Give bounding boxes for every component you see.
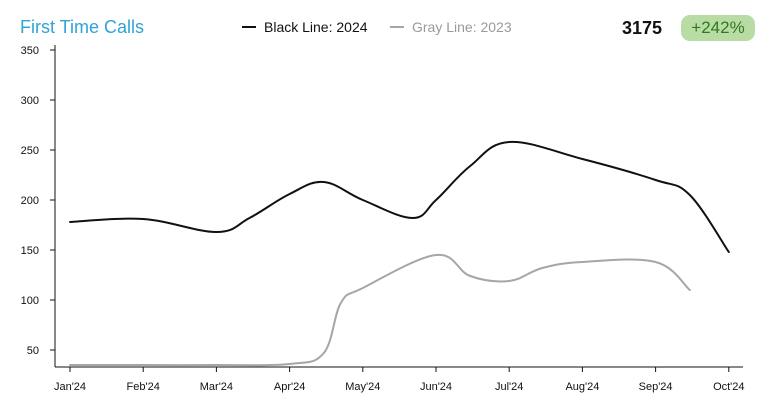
x-tick-label: Sep'24 bbox=[639, 381, 673, 393]
y-tick-label: 50 bbox=[27, 345, 39, 357]
legend-label-2023: Gray Line: 2023 bbox=[412, 19, 512, 35]
y-tick-label: 300 bbox=[21, 95, 39, 107]
x-tick-label: Jan'24 bbox=[54, 381, 86, 393]
x-tick-label: Aug'24 bbox=[565, 381, 599, 393]
x-tick-label: Jul'24 bbox=[495, 381, 523, 393]
x-tick-label: Jun'24 bbox=[420, 381, 452, 393]
legend-label-2024: Black Line: 2024 bbox=[264, 19, 368, 35]
chart-axes: 50 100 150 200 250 300 350 Jan'24 Feb'24 Mar'24 Ap… bbox=[21, 45, 745, 393]
x-tick-label: May'24 bbox=[345, 381, 380, 393]
legend-swatch-2024 bbox=[242, 26, 256, 28]
y-tick-label: 100 bbox=[21, 295, 39, 307]
x-tick-label: Oct'24 bbox=[713, 381, 744, 393]
total-value: 3175 bbox=[622, 18, 663, 38]
legend-item-2023[interactable]: Gray Line: 2023 bbox=[390, 19, 512, 35]
x-tick-label: Feb'24 bbox=[127, 381, 160, 393]
y-tick-label: 250 bbox=[21, 145, 39, 157]
series-line-2024[interactable] bbox=[69, 140, 730, 253]
chart-series bbox=[69, 140, 730, 367]
x-tick-label: Mar'24 bbox=[200, 381, 233, 393]
series-line-2023[interactable] bbox=[69, 253, 691, 367]
y-tick-label: 350 bbox=[21, 45, 39, 57]
x-tick-label: Apr'24 bbox=[274, 381, 305, 393]
y-tick-label: 150 bbox=[21, 245, 39, 257]
y-tick-label: 200 bbox=[21, 195, 39, 207]
change-badge: +242% bbox=[681, 15, 755, 41]
chart-title: First Time Calls bbox=[20, 17, 145, 37]
legend-swatch-2023 bbox=[390, 26, 404, 28]
legend-item-2024[interactable]: Black Line: 2024 bbox=[242, 19, 368, 35]
